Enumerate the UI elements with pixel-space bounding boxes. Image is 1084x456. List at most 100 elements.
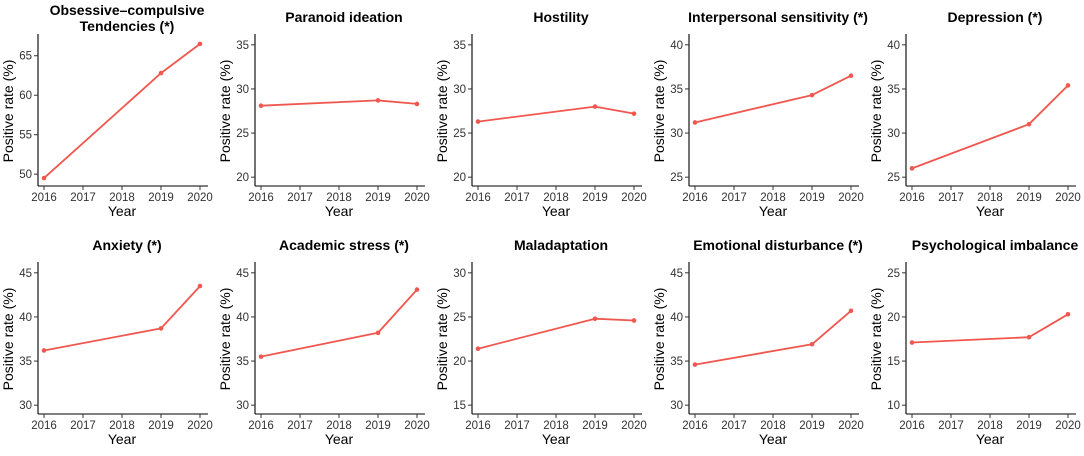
chart-title: Psychological imbalance <box>912 237 1079 253</box>
data-point <box>909 166 915 171</box>
chart-panel: Emotional disturbance (*) 30 35 40 45 2016 201… <box>651 228 868 456</box>
data-point <box>41 348 47 353</box>
data-point <box>41 175 47 181</box>
data-point <box>592 316 598 322</box>
x-tick-label: 2016 <box>248 192 274 204</box>
chart-svg: Interpersonal sensitivity (*) 25 30 35 40 201… <box>651 9 868 219</box>
data-point <box>475 119 481 124</box>
y-tick-label: 40 <box>670 312 683 324</box>
y-tick-label: 30 <box>236 84 249 96</box>
data-point <box>475 346 481 352</box>
data-point <box>1026 121 1032 127</box>
chart-title: Academic stress (*) <box>279 237 409 253</box>
y-tick-label: 15 <box>887 356 900 368</box>
y-tick-label: 30 <box>236 400 249 412</box>
y-tick-label: 15 <box>453 400 466 412</box>
data-point <box>258 103 264 109</box>
data-point <box>414 287 420 292</box>
chart-svg: Maladaptation 15 20 25 30 2016 2017 2018 2019 202… <box>434 237 647 447</box>
x-tick-label: 2016 <box>899 420 925 432</box>
y-tick-label: 35 <box>670 84 683 96</box>
chart-panel: Obsessive–compulsive Tendencies (*) 50 55 60… <box>0 0 217 228</box>
y-tick-label: 40 <box>19 312 32 324</box>
x-axis-label: Year <box>976 203 1005 219</box>
data-point <box>809 92 815 98</box>
x-tick-label: 2016 <box>31 192 57 204</box>
x-tick-label: 2017 <box>287 420 313 432</box>
x-tick-label: 2016 <box>682 192 708 204</box>
x-tick-label: 2020 <box>404 192 430 204</box>
x-axis-label: Year <box>108 203 137 219</box>
chart-title: Hostility <box>533 9 588 25</box>
data-point <box>631 318 637 323</box>
y-tick-label: 60 <box>19 90 32 102</box>
x-tick-label: 2020 <box>621 420 647 432</box>
chart-svg: Paranoid ideation 20 25 30 35 2016 2017 2018 201… <box>217 9 430 219</box>
x-tick-label: 2017 <box>938 192 964 204</box>
y-tick-label: 20 <box>236 172 249 184</box>
data-point <box>692 362 698 367</box>
data-point <box>375 330 381 336</box>
x-tick-label: 2019 <box>582 420 608 432</box>
y-axis-label: Positive rate (%) <box>434 288 450 391</box>
x-tick-label: 2018 <box>977 420 1003 432</box>
x-tick-label: 2016 <box>465 420 491 432</box>
x-tick-label: 2018 <box>760 420 786 432</box>
y-tick-label: 45 <box>670 268 683 280</box>
y-tick-label: 35 <box>670 356 683 368</box>
y-tick-label: 25 <box>453 128 466 140</box>
chart-panel: Depression (*) 25 30 35 40 2016 2017 2018 2019 20… <box>868 0 1084 228</box>
y-tick-label: 55 <box>19 130 32 142</box>
x-axis-label: Year <box>325 203 354 219</box>
data-point <box>909 340 915 345</box>
y-tick-label: 30 <box>670 400 683 412</box>
y-tick-label: 25 <box>453 312 466 324</box>
data-point <box>197 283 203 289</box>
series-line <box>260 99 418 107</box>
x-axis-label: Year <box>976 431 1005 447</box>
x-tick-label: 2020 <box>838 192 864 204</box>
x-axis-label: Year <box>542 431 571 447</box>
series-line <box>694 310 852 366</box>
x-tick-label: 2020 <box>838 420 864 432</box>
chart-panel: Psychological imbalance 10 15 20 25 2016 2017 2… <box>868 228 1084 456</box>
y-tick-label: 25 <box>887 172 900 184</box>
y-tick-label: 40 <box>670 40 683 52</box>
y-tick-label: 25 <box>670 172 683 184</box>
x-axis-label: Year <box>542 203 571 219</box>
y-tick-label: 45 <box>236 268 249 280</box>
data-point <box>375 98 381 103</box>
data-point <box>848 308 854 314</box>
y-axis-label: Positive rate (%) <box>434 60 450 163</box>
y-tick-label: 40 <box>236 312 249 324</box>
x-tick-label: 2018 <box>326 420 352 432</box>
x-tick-label: 2017 <box>721 192 747 204</box>
series-line <box>260 288 418 358</box>
x-tick-label: 2019 <box>582 192 608 204</box>
x-tick-label: 2016 <box>465 192 491 204</box>
chart-svg: Psychological imbalance 10 15 20 25 2016 2017 2… <box>868 237 1081 447</box>
x-tick-label: 2017 <box>721 420 747 432</box>
data-point <box>258 354 264 359</box>
y-tick-label: 35 <box>453 40 466 52</box>
chart-title: Obsessive–compulsive <box>50 2 205 18</box>
y-tick-label: 30 <box>19 400 32 412</box>
chart-panel: Hostility 20 25 30 35 2016 2017 2018 2019 2020 Yea… <box>434 0 651 228</box>
series-line <box>694 74 852 124</box>
data-point <box>631 111 637 116</box>
y-axis-label: Positive rate (%) <box>651 288 667 391</box>
x-tick-label: 2018 <box>543 192 569 204</box>
x-tick-label: 2017 <box>70 420 96 432</box>
y-tick-label: 30 <box>887 128 900 140</box>
x-tick-label: 2020 <box>187 420 213 432</box>
chart-panel: Paranoid ideation 20 25 30 35 2016 2017 2018 201… <box>217 0 434 228</box>
x-tick-label: 2017 <box>70 192 96 204</box>
data-point <box>414 101 420 107</box>
x-axis-label: Year <box>759 431 788 447</box>
y-axis-label: Positive rate (%) <box>0 60 16 163</box>
y-tick-label: 20 <box>887 312 900 324</box>
y-tick-label: 45 <box>19 268 32 280</box>
x-tick-label: 2017 <box>287 192 313 204</box>
x-tick-label: 2019 <box>1016 420 1042 432</box>
